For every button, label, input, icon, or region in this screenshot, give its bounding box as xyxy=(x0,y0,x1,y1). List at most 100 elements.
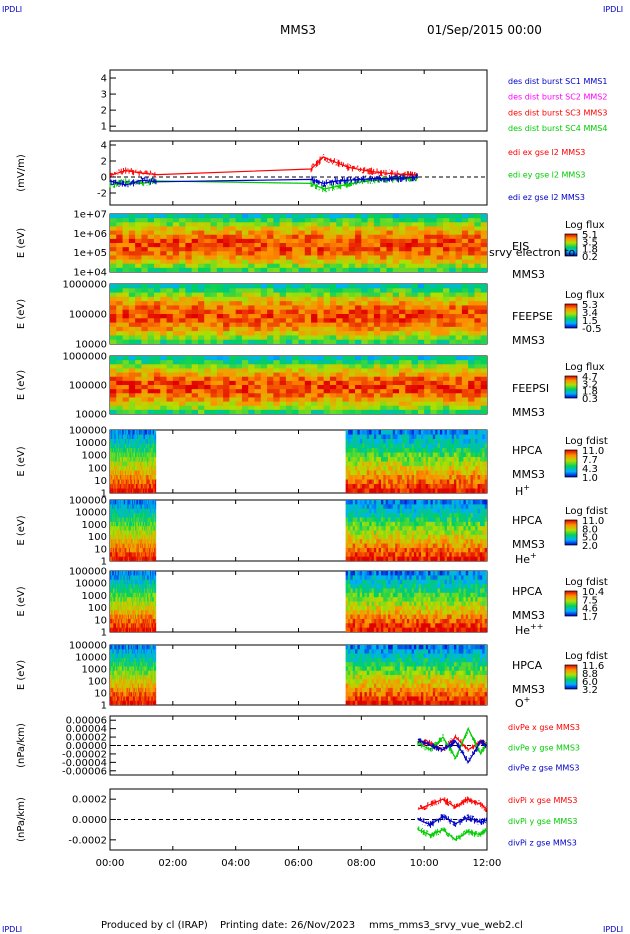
heatmap-cell xyxy=(119,452,121,458)
heatmap-cell xyxy=(112,556,114,561)
heatmap-cell xyxy=(317,284,325,289)
heatmap-cell xyxy=(418,470,422,476)
heatmap-cell xyxy=(461,292,469,298)
species-label: H+ xyxy=(515,483,530,498)
heatmap-cell xyxy=(336,318,344,324)
heatmap-cell xyxy=(380,356,388,361)
heatmap-cell xyxy=(348,234,356,240)
heatmap-cell xyxy=(470,452,474,458)
heatmap-cell xyxy=(449,214,457,219)
heatmap-cell xyxy=(373,364,381,370)
heatmap-cell xyxy=(160,405,168,411)
heatmap-cell xyxy=(229,247,237,252)
heatmap-cell xyxy=(125,470,127,476)
heatmap-cell xyxy=(166,267,174,272)
heatmap-cell xyxy=(132,484,134,490)
heatmap-cell xyxy=(451,488,455,493)
heatmap-cell xyxy=(436,318,444,324)
heatmap-cell xyxy=(254,259,262,265)
heatmap-cell xyxy=(461,389,469,394)
heatmap-cell xyxy=(223,368,230,374)
heatmap-cell xyxy=(367,238,375,244)
heatmap-cell xyxy=(317,222,325,228)
heatmap-cell xyxy=(355,488,359,493)
heatmap-cell xyxy=(399,484,403,490)
heatmap-cell xyxy=(279,368,287,374)
heatmap-cell xyxy=(336,259,344,265)
heatmap-cell xyxy=(110,397,117,403)
heatmap-cell xyxy=(443,409,450,414)
heatmap-cell xyxy=(336,238,344,244)
heatmap-cell xyxy=(113,448,116,454)
heatmap-cell xyxy=(141,430,143,436)
heatmap-cell xyxy=(357,448,361,454)
heatmap-cell xyxy=(124,484,126,490)
heatmap-cell xyxy=(371,461,375,467)
heatmap-cell xyxy=(210,218,218,223)
heatmap-cell xyxy=(461,314,469,319)
heatmap-cell xyxy=(404,430,408,436)
heatmap-cell xyxy=(385,443,389,449)
heatmap-cell xyxy=(423,470,427,476)
heatmap-cell xyxy=(160,368,168,374)
heatmap-cell xyxy=(376,470,380,476)
heatmap-cell xyxy=(442,488,446,493)
heatmap-cell xyxy=(210,263,218,269)
heatmap-cell xyxy=(143,466,145,472)
heatmap-cell xyxy=(273,318,281,324)
heatmap-cell xyxy=(399,339,406,344)
heatmap-cell xyxy=(417,247,425,252)
heatmap-cell xyxy=(120,448,122,454)
heatmap-cell xyxy=(461,430,465,436)
heatmap-cell xyxy=(292,263,300,269)
heatmap-cell xyxy=(172,301,180,307)
heatmap-cell xyxy=(273,292,281,298)
heatmap-cell xyxy=(147,430,149,436)
heatmap-cell xyxy=(141,263,149,269)
heatmap-cell xyxy=(254,385,262,390)
heatmap-cell xyxy=(160,288,168,294)
heatmap-cell xyxy=(437,457,441,463)
heatmap-cell xyxy=(113,530,116,536)
heatmap-cell xyxy=(443,318,450,324)
heatmap-cell xyxy=(116,389,124,394)
heatmap-cell xyxy=(474,259,482,265)
heatmap-cell xyxy=(123,466,126,472)
heatmap-cell xyxy=(455,255,463,261)
heatmap-cell xyxy=(128,335,136,341)
heatmap-cell xyxy=(154,475,156,481)
heatmap-cell xyxy=(197,222,205,228)
heatmap-cell xyxy=(430,439,434,445)
heatmap-cell xyxy=(223,259,230,265)
heatmap-cell xyxy=(449,409,457,414)
heatmap-cell xyxy=(204,238,212,244)
heatmap-cell xyxy=(413,479,417,485)
heatmap-cell xyxy=(110,521,113,527)
heatmap-cell xyxy=(216,318,224,324)
heatmap-cell xyxy=(449,318,457,324)
heatmap-cell xyxy=(383,479,387,485)
heatmap-cell xyxy=(477,439,481,445)
heatmap-cell xyxy=(292,292,300,298)
heatmap-cell xyxy=(395,470,399,476)
heatmap-cell xyxy=(204,267,212,272)
heatmap-cell xyxy=(191,288,199,294)
heatmap-cell xyxy=(126,443,129,449)
heatmap-cell xyxy=(235,251,243,257)
heatmap-cell xyxy=(292,393,300,399)
heatmap-cell xyxy=(430,443,434,449)
heatmap-cell xyxy=(416,439,420,445)
heatmap-cell xyxy=(147,301,155,307)
heatmap-cell xyxy=(430,484,434,490)
heatmap-cell xyxy=(114,475,116,481)
heatmap-cell xyxy=(385,475,389,481)
heatmap-cell xyxy=(449,251,457,257)
heatmap-cell xyxy=(138,461,141,467)
heatmap-cell xyxy=(185,335,193,341)
heatmap-cell xyxy=(458,479,462,485)
heatmap-cell xyxy=(126,457,129,463)
heatmap-cell xyxy=(138,484,140,490)
heatmap-cell xyxy=(172,405,180,411)
heatmap-cell xyxy=(126,488,129,493)
heatmap-cell xyxy=(451,470,455,476)
